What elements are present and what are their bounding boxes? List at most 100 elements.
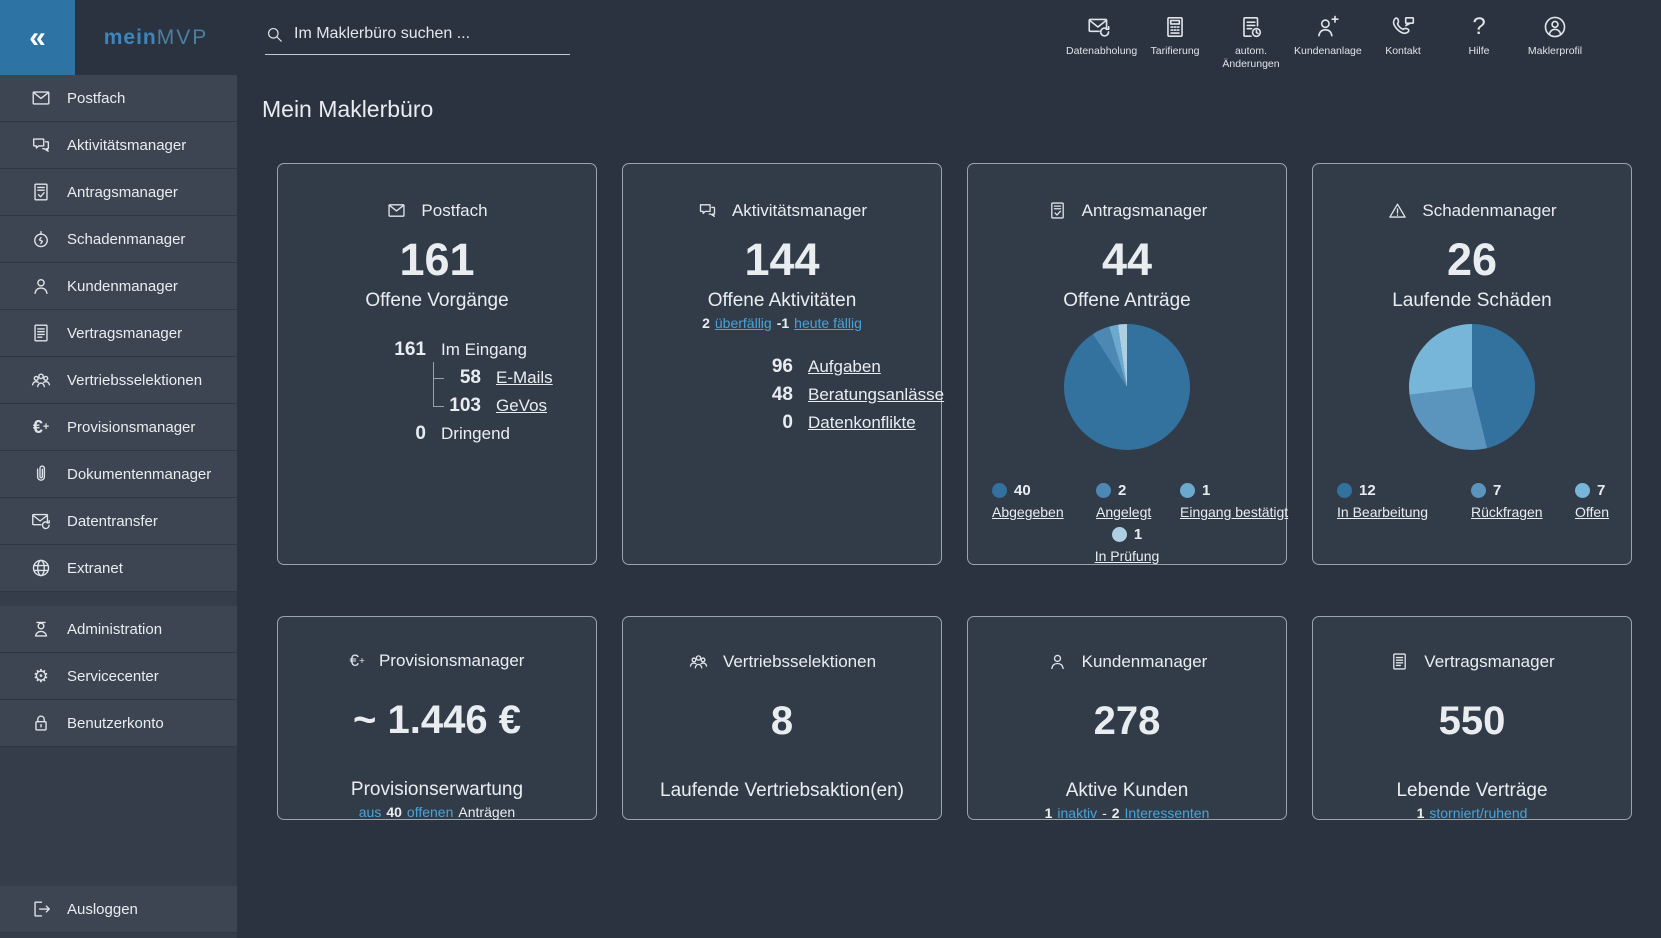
sidebar-item-vertragsmanager[interactable]: Vertragsmanager: [0, 310, 237, 357]
action-autom-aenderungen[interactable]: autom. Änderungen: [1215, 14, 1287, 71]
action-kontakt[interactable]: Kontakt: [1367, 14, 1439, 58]
sidebar-item-ausloggen[interactable]: Ausloggen: [0, 886, 237, 933]
search-input[interactable]: [294, 25, 570, 49]
card-row: 0 Datenkonflikte: [623, 409, 941, 437]
card-value: 26: [1446, 234, 1498, 285]
legend-link[interactable]: Offen: [1575, 504, 1609, 520]
logout-icon: [29, 898, 53, 920]
status-link[interactable]: inaktiv: [1057, 805, 1098, 821]
doc-lines-icon: [29, 322, 53, 344]
envelope-icon: [386, 200, 407, 221]
sidebar-item-vertriebsselektionen[interactable]: Vertriebsselektionen: [0, 357, 237, 404]
sidebar-item-aktivitaetsmanager[interactable]: Aktivitätsmanager: [0, 122, 237, 169]
status-link[interactable]: Interessenten: [1124, 805, 1210, 821]
double-chevron-left-icon: «: [29, 20, 46, 54]
damage-icon: [29, 228, 53, 250]
status-text: 1: [1044, 805, 1053, 821]
sidebar-item-label: Dokumentenmanager: [67, 465, 212, 483]
legend-link[interactable]: In Prüfung: [1094, 548, 1160, 564]
sidebar-item-provisionsmanager[interactable]: € + Provisionsmanager: [0, 404, 237, 451]
card-subtitle: Aktive Kunden: [1065, 780, 1189, 801]
app-logo: meinMVP: [75, 0, 237, 75]
sidebar-item-extranet[interactable]: Extranet: [0, 545, 237, 592]
row-link[interactable]: Datenkonflikte: [808, 413, 916, 432]
card-status-line: 1 storniert/ruhend: [1417, 805, 1528, 821]
action-label: Hilfe: [1468, 45, 1490, 57]
card-schadenmanager: Schadenmanager 26 Laufende Schäden 12 In Bea…: [1312, 163, 1632, 565]
sidebar-item-dokumentenmanager[interactable]: Dokumentenmanager: [0, 451, 237, 498]
card-value: 550: [1438, 699, 1506, 743]
status-link[interactable]: heute fällig: [794, 315, 862, 331]
euro-plus-icon: € +: [349, 651, 365, 670]
action-kundenanlage[interactable]: Kundenanlage: [1291, 14, 1363, 58]
tree-connector: [433, 406, 444, 407]
sidebar-item-label: Ausloggen: [67, 900, 138, 918]
card-title: Kundenmanager: [1081, 651, 1208, 671]
page-title: Mein Maklerbüro: [262, 96, 434, 122]
card-header: Schadenmanager: [1387, 200, 1557, 221]
lock-icon: [29, 712, 53, 734]
tree-connector: [433, 362, 434, 406]
cards-row-top: Postfach 161 Offene Vorgänge 161 Im Eingang 5…: [277, 163, 1661, 565]
legend-item: 12 In Bearbeitung: [1337, 482, 1471, 520]
sidebar-item-datentransfer[interactable]: Datentransfer: [0, 498, 237, 545]
row-link[interactable]: E-Mails: [496, 368, 553, 387]
legend-dot: [992, 483, 1007, 498]
sidebar-item-schadenmanager[interactable]: Schadenmanager: [0, 216, 237, 263]
card-row: 96 Aufgaben: [623, 353, 941, 381]
sidebar: Postfach Aktivitätsmanager Antragsmanager S…: [0, 75, 237, 938]
action-maklerprofil[interactable]: Maklerprofil: [1519, 14, 1591, 58]
card-header: € + Provisionsmanager: [350, 651, 525, 671]
sidebar-item-label: Extranet: [67, 559, 123, 577]
sidebar-item-antragsmanager[interactable]: Antragsmanager: [0, 169, 237, 216]
group-icon: [29, 369, 53, 391]
status-text: -1: [776, 315, 790, 331]
legend-link[interactable]: Rückfragen: [1471, 504, 1543, 520]
row-link[interactable]: GeVos: [496, 396, 548, 415]
sidebar-item-administration[interactable]: Administration: [0, 606, 237, 653]
sidebar-item-label: Kundenmanager: [67, 277, 178, 295]
status-link[interactable]: aus: [358, 804, 382, 820]
card-header: Vertragsmanager: [1389, 651, 1555, 672]
legend-link[interactable]: Eingang bestätigt: [1180, 504, 1289, 520]
action-label: Kundenanlage: [1294, 45, 1362, 57]
legend-link[interactable]: In Bearbeitung: [1337, 504, 1429, 520]
action-tarifierung[interactable]: Tarifierung: [1139, 14, 1211, 58]
action-datenabholung[interactable]: Datenabholung: [1063, 14, 1137, 58]
legend-dot: [1337, 483, 1352, 498]
sidebar-item-kundenmanager[interactable]: Kundenmanager: [0, 263, 237, 310]
card-title: Schadenmanager: [1422, 200, 1557, 220]
status-link[interactable]: storniert/ruhend: [1429, 805, 1528, 821]
status-link[interactable]: überfällig: [714, 315, 772, 331]
legend-value: 40: [1014, 482, 1031, 499]
question-icon: ?: [1472, 13, 1486, 40]
card-value: 278: [1093, 699, 1161, 743]
card-title: Vertragsmanager: [1424, 651, 1555, 671]
row-label: Im Eingang: [441, 340, 527, 359]
sidebar-item-postfach[interactable]: Postfach: [0, 75, 237, 122]
sidebar-item-servicecenter[interactable]: ⚙ Servicecenter: [0, 653, 237, 700]
cards-row-bottom: € + Provisionsmanager ~ 1.446 € Provisionser…: [277, 616, 1661, 821]
card-rows: 96 Aufgaben 48 Beratungsanlässe 0 Datenkonfli…: [623, 353, 945, 437]
card-subtitle: Offene Aktivitäten: [707, 290, 857, 311]
legend-value-line: 7: [1575, 482, 1605, 499]
legend-value-line: 12: [1337, 482, 1376, 499]
action-label: Tarifierung: [1150, 45, 1200, 57]
action-hilfe[interactable]: ? Hilfe: [1443, 14, 1515, 58]
legend-value: 1: [1202, 482, 1211, 499]
card-value: ~ 1.446 €: [353, 698, 521, 742]
pie-legend: 40 Abgegeben 2 Angelegt 1 Eingang bestätigt: [968, 482, 1289, 520]
card-value: 161: [399, 234, 475, 285]
row-link[interactable]: Beratungsanlässe: [808, 385, 945, 404]
sidebar-item-benutzerkonto[interactable]: Benutzerkonto: [0, 700, 237, 747]
row-link[interactable]: Aufgaben: [808, 357, 881, 376]
status-link[interactable]: offenen: [406, 804, 454, 820]
mail-sync-icon: [1086, 14, 1112, 40]
legend-dot: [1575, 483, 1590, 498]
legend-link[interactable]: Abgegeben: [992, 504, 1064, 520]
legend-link[interactable]: Angelegt: [1096, 504, 1152, 520]
legend-value-line: 2: [1096, 482, 1126, 499]
sidebar-collapse-button[interactable]: «: [0, 0, 75, 75]
doc-clock-icon: [1238, 14, 1264, 40]
status-text: -: [1102, 805, 1107, 821]
